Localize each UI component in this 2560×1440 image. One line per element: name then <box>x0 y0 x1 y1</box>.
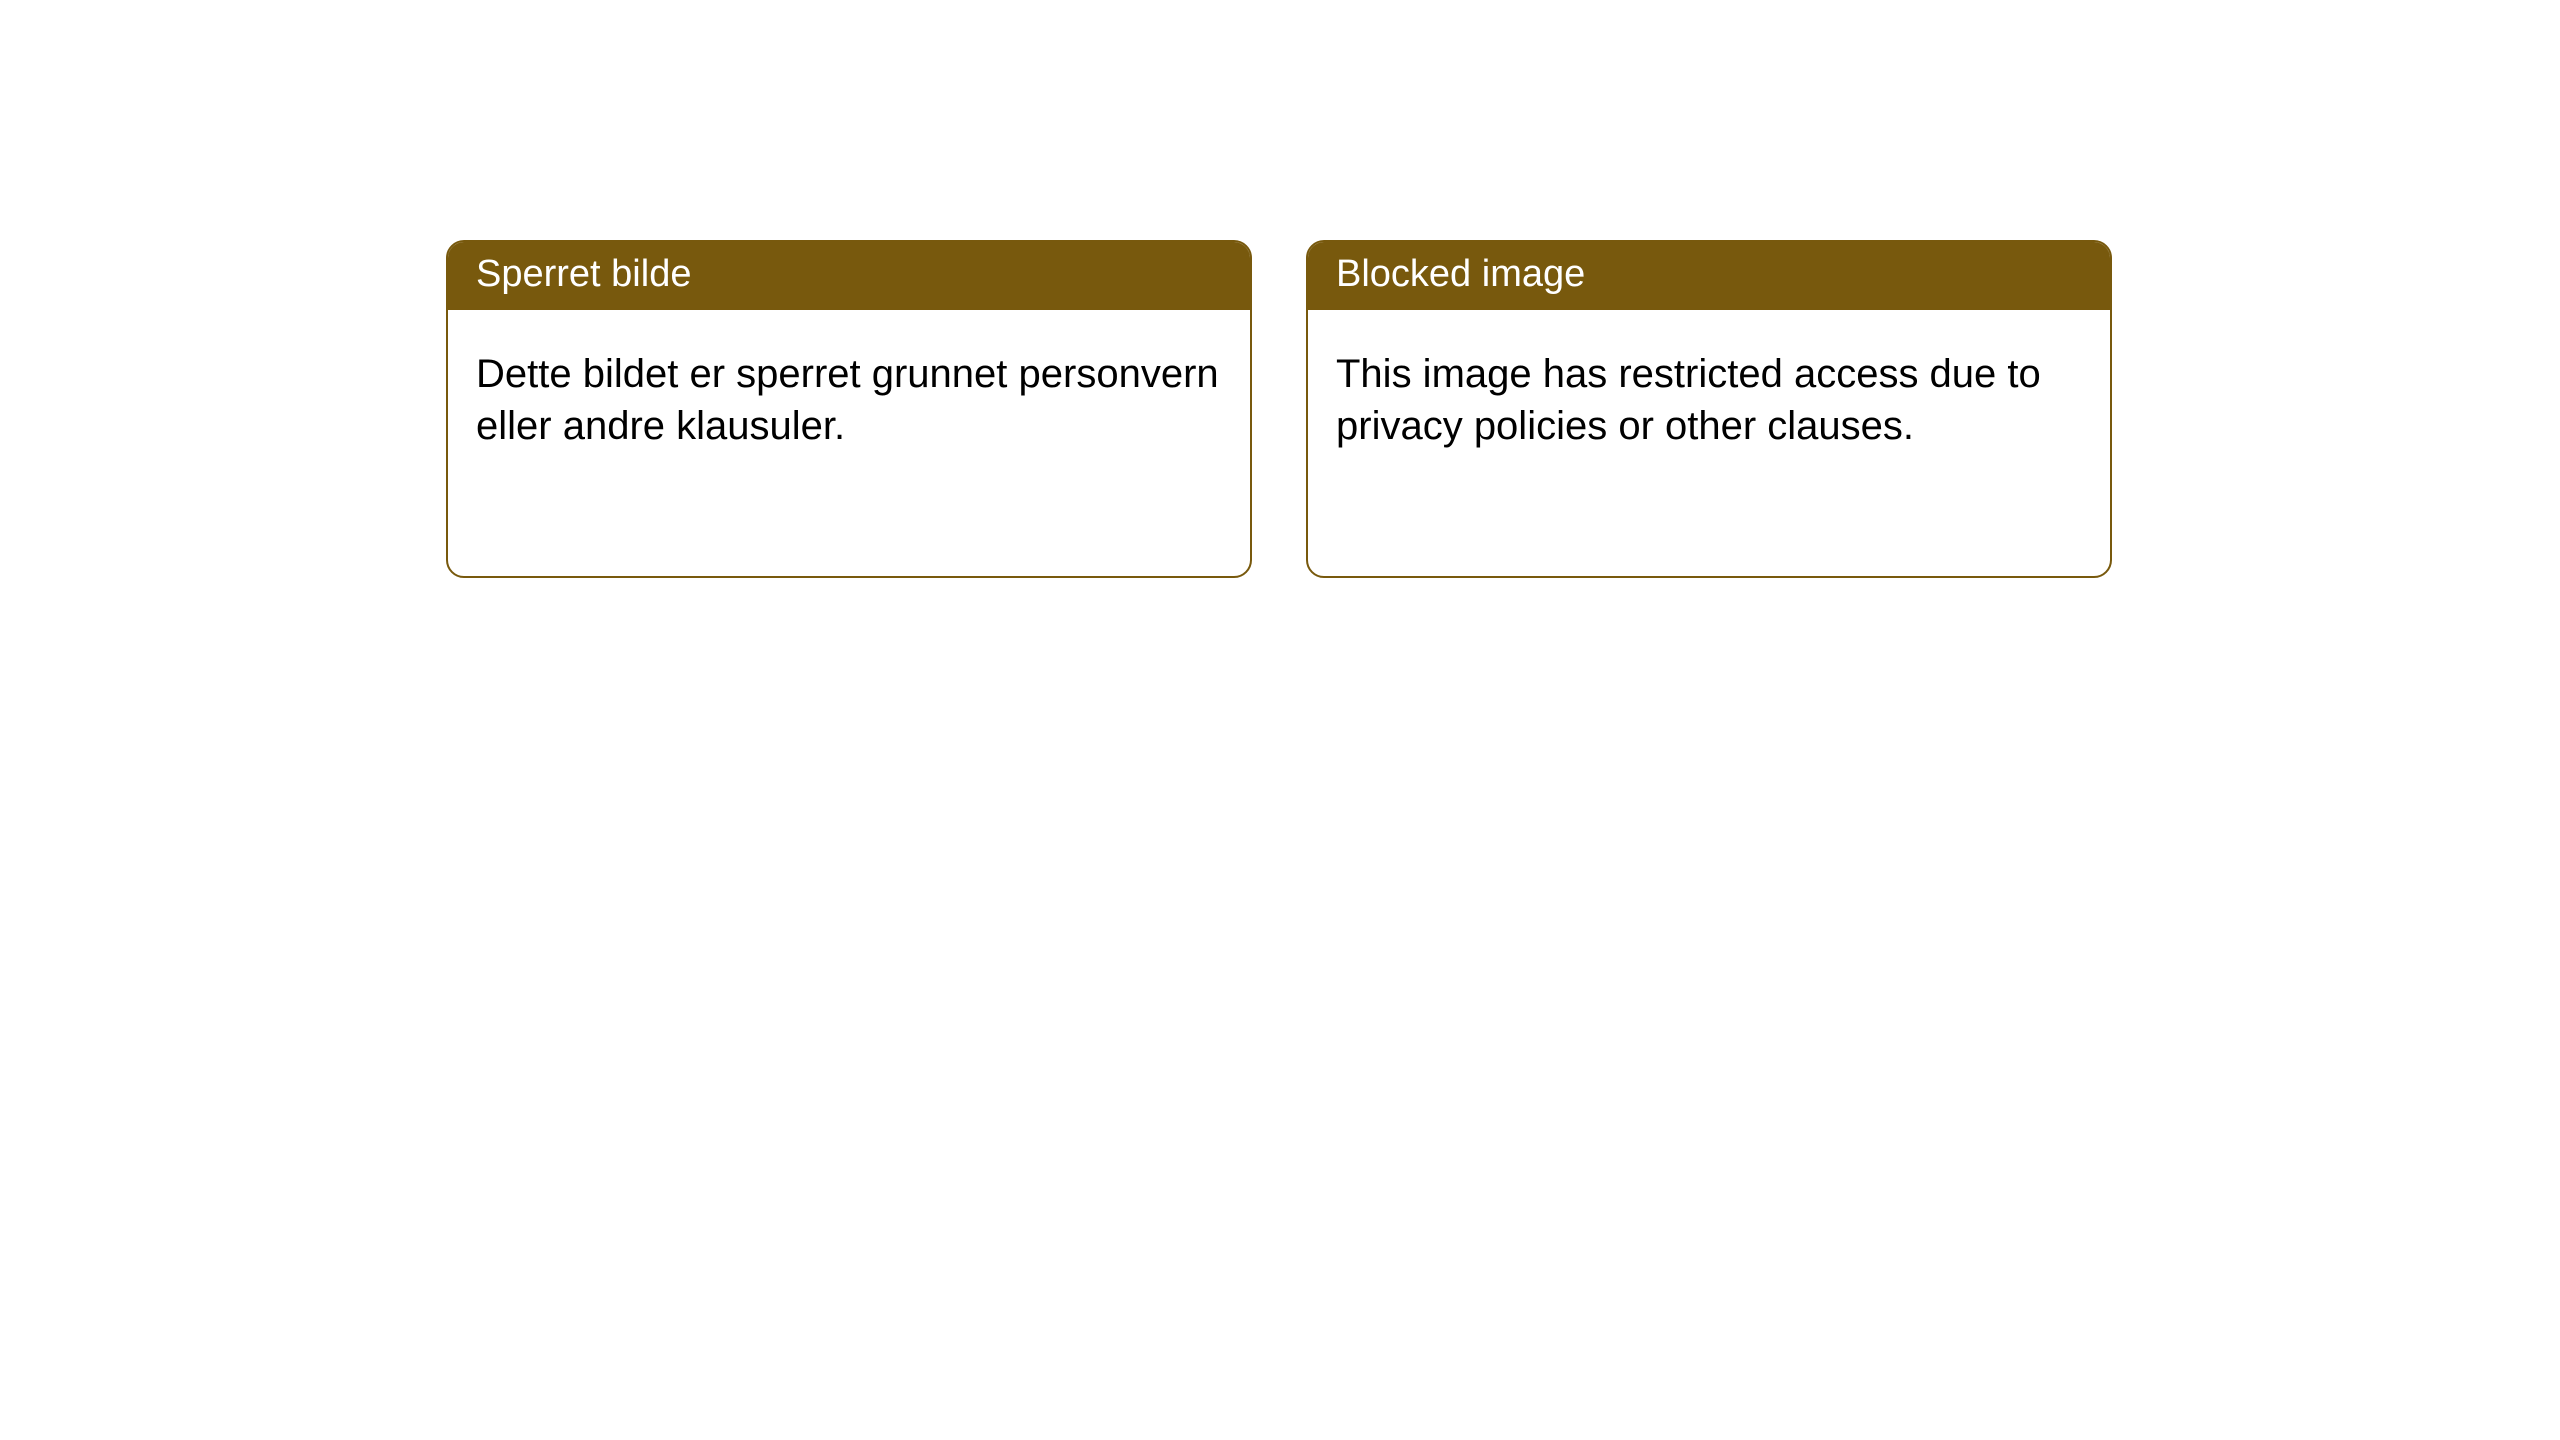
notice-card-body: This image has restricted access due to … <box>1308 310 2110 480</box>
notice-card-body: Dette bildet er sperret grunnet personve… <box>448 310 1250 480</box>
notice-card-norwegian: Sperret bilde Dette bildet er sperret gr… <box>446 240 1252 578</box>
notice-cards-container: Sperret bilde Dette bildet er sperret gr… <box>446 240 2112 578</box>
notice-card-title: Blocked image <box>1308 242 2110 310</box>
notice-card-english: Blocked image This image has restricted … <box>1306 240 2112 578</box>
notice-card-title: Sperret bilde <box>448 242 1250 310</box>
